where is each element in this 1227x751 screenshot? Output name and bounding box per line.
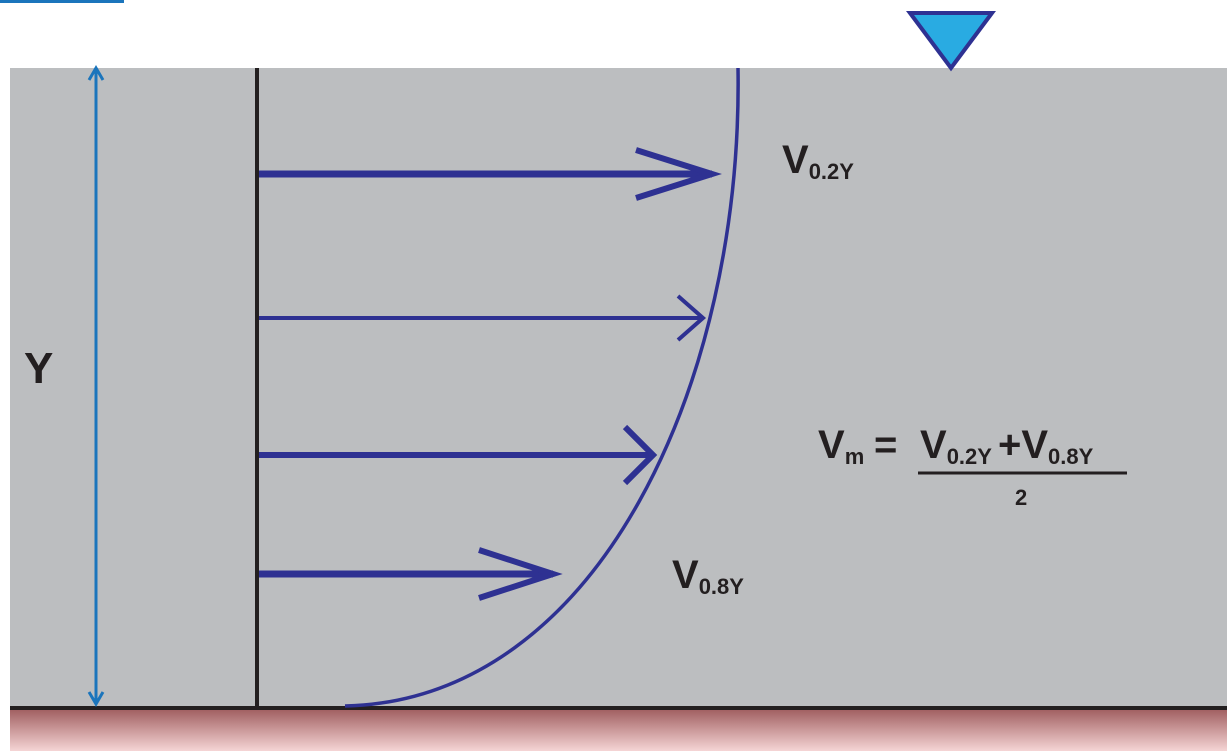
depth-arrow — [87, 65, 105, 707]
water-body — [10, 68, 1227, 708]
formula-plus: + — [998, 423, 1021, 467]
velocity-label-upper: V0.2Y — [782, 138, 854, 184]
velocity-label-upper-sub: 0.2Y — [809, 159, 855, 184]
formula-numerator: V0.2Y +V0.8Y — [920, 423, 1094, 469]
channel-bed — [10, 708, 1227, 751]
velocity-label-upper-main: V — [782, 138, 809, 182]
velocity-label-lower: V0.8Y — [672, 553, 744, 599]
formula-num1-main: V — [920, 423, 947, 467]
formula-lhs: Vm — [818, 423, 864, 469]
formula-lhs-sub: m — [845, 444, 865, 469]
velocity-profile-curve — [344, 67, 740, 708]
depth-label: Y — [24, 344, 53, 393]
velocity-arrow-third — [259, 424, 658, 486]
formula-equals: = — [874, 423, 897, 467]
velocity-label-lower-sub: 0.8Y — [699, 574, 745, 599]
mean-velocity-formula: Vm = V0.2Y +V0.8Y 2 — [818, 423, 1127, 510]
formula-num2-main: V — [1021, 423, 1048, 467]
velocity-arrow-second — [259, 294, 707, 342]
top-left-edge-bar — [0, 0, 124, 3]
water-surface-marker-icon — [906, 11, 996, 72]
velocity-arrow-lower — [259, 547, 563, 601]
formula-num1-sub: 0.2Y — [947, 444, 993, 469]
velocity-arrow-upper — [259, 147, 722, 201]
formula-num2-sub: 0.8Y — [1048, 444, 1094, 469]
formula-denominator: 2 — [1015, 485, 1027, 510]
formula-lhs-main: V — [818, 423, 845, 467]
velocity-label-lower-main: V — [672, 553, 699, 597]
